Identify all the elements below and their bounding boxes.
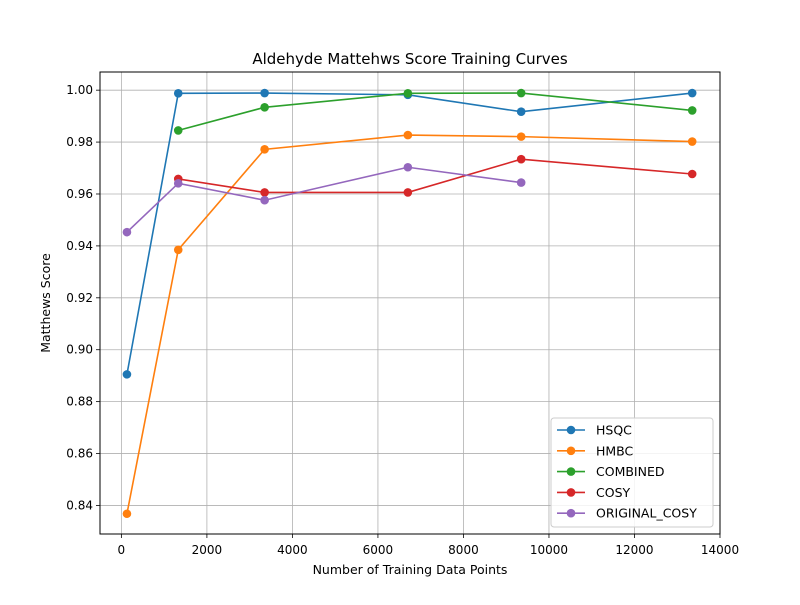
data-point-hmbc <box>122 509 132 519</box>
data-point-combined <box>516 88 526 98</box>
x-tick-label: 4000 <box>277 543 308 557</box>
legend-label-cosy: COSY <box>596 485 631 500</box>
data-point-hmbc <box>516 132 526 141</box>
y-tick-label: 1.00 <box>66 83 93 97</box>
data-point-original-cosy <box>122 227 132 237</box>
data-point-cosy <box>516 154 526 164</box>
data-point-original-cosy <box>173 179 183 188</box>
series-line-hsqc <box>126 92 693 375</box>
y-tick-label: 0.96 <box>66 187 93 201</box>
data-point-original-cosy <box>260 195 269 205</box>
legend-marker-hsqc <box>566 425 576 435</box>
x-tick-label: 6000 <box>363 543 394 557</box>
x-tick-label: 0 <box>118 543 126 557</box>
chart-title: Aldehyde Mattehws Score Training Curves <box>252 50 568 68</box>
data-point-cosy <box>687 169 697 179</box>
series-line-hmbc <box>126 134 693 514</box>
x-tick-label: 12000 <box>615 543 653 557</box>
y-axis-label: Matthews Score <box>38 253 53 353</box>
x-tick-label: 8000 <box>448 543 479 557</box>
data-point-combined <box>260 102 269 112</box>
legend-marker-combined <box>566 467 576 476</box>
legend: HSQC HMBC COMBINED COSY ORIGINAL_COSY <box>550 417 714 528</box>
data-point-hsqc <box>260 88 269 98</box>
y-tick-label: 0.94 <box>66 239 93 253</box>
legend-item-hsqc: HSQC <box>557 423 632 438</box>
series-layer <box>122 88 697 519</box>
legend-box <box>550 417 714 528</box>
legend-item-cosy: COSY <box>557 485 631 500</box>
series-cosy <box>173 154 697 197</box>
legend-marker-original-cosy <box>566 508 576 518</box>
data-point-hmbc <box>403 130 413 140</box>
series-hmbc <box>122 130 697 519</box>
legend-marker-cosy <box>566 488 576 497</box>
data-point-cosy <box>403 188 413 197</box>
y-tick-label: 0.92 <box>66 291 93 305</box>
data-point-original-cosy <box>403 162 413 172</box>
y-tick-label: 0.98 <box>66 135 93 149</box>
data-point-combined <box>403 88 413 98</box>
legend-item-hmbc: HMBC <box>557 443 634 458</box>
data-point-original-cosy <box>516 178 526 187</box>
legend-label-original-cosy: ORIGINAL_COSY <box>596 506 697 521</box>
data-point-hsqc <box>173 88 183 98</box>
plot-frame <box>99 71 721 535</box>
y-tick-label: 0.86 <box>66 447 93 461</box>
data-point-hsqc <box>122 370 132 379</box>
legend-item-original-cosy: ORIGINAL_COSY <box>557 506 697 521</box>
data-point-hmbc <box>260 145 269 154</box>
legend-marker-hmbc <box>566 446 576 456</box>
data-point-cosy <box>260 188 269 197</box>
data-point-hmbc <box>173 245 183 255</box>
series-original-cosy <box>122 162 526 237</box>
legend-label-hsqc: HSQC <box>596 423 632 438</box>
y-tick-label: 0.84 <box>66 498 93 512</box>
data-point-combined <box>687 106 697 115</box>
legend-label-combined: COMBINED <box>596 464 665 479</box>
x-tick-label: 14000 <box>701 543 739 557</box>
legend-item-combined: COMBINED <box>557 464 665 479</box>
y-tick-label: 0.88 <box>66 395 93 409</box>
data-point-hsqc <box>516 107 526 117</box>
data-point-hsqc <box>687 88 697 98</box>
series-combined <box>173 88 697 135</box>
x-tick-label: 2000 <box>192 543 223 557</box>
axis-ticks: 0 2000 4000 6000 8000 10000 12000 14000 0.84 0.86… <box>66 83 739 557</box>
data-point-hmbc <box>687 137 697 146</box>
legend-label-hmbc: HMBC <box>596 443 634 458</box>
y-tick-label: 0.90 <box>66 343 93 357</box>
x-axis-label: Number of Training Data Points <box>313 562 508 577</box>
series-line-cosy <box>178 158 693 194</box>
data-point-combined <box>173 126 183 135</box>
x-tick-label: 10000 <box>530 543 568 557</box>
